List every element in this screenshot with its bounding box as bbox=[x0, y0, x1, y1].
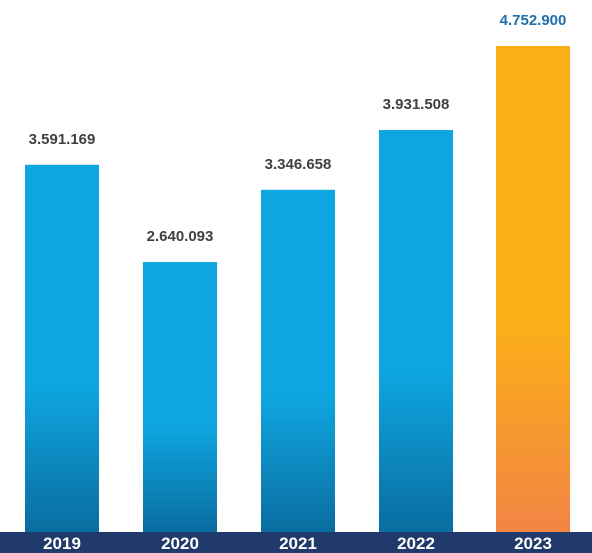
x-tick-label-2022: 2022 bbox=[397, 534, 435, 553]
value-label-2019: 3.591.169 bbox=[29, 131, 96, 148]
value-label-2022: 3.931.508 bbox=[383, 96, 450, 113]
bar-2022 bbox=[379, 129, 453, 532]
value-label-2021: 3.346.658 bbox=[265, 156, 332, 173]
bar-2019 bbox=[25, 164, 99, 532]
x-tick-label-2020: 2020 bbox=[161, 534, 199, 553]
x-tick-label-2023: 2023 bbox=[514, 534, 552, 553]
value-labels-group: 3.591.169 2.640.093 3.346.658 3.931.508 4.75… bbox=[29, 12, 567, 245]
bar-2023 bbox=[496, 46, 570, 532]
x-axis-band bbox=[0, 532, 592, 553]
value-label-2020: 2.640.093 bbox=[147, 228, 214, 245]
x-tick-label-2021: 2021 bbox=[279, 534, 317, 553]
value-label-2023: 4.752.900 bbox=[500, 12, 567, 29]
bar-2021 bbox=[261, 189, 335, 532]
x-tick-labels-group: 2019 2020 2021 2022 2023 bbox=[43, 534, 552, 553]
bar-2020 bbox=[143, 262, 217, 532]
x-tick-label-2019: 2019 bbox=[43, 534, 81, 553]
bars-group bbox=[25, 46, 570, 532]
